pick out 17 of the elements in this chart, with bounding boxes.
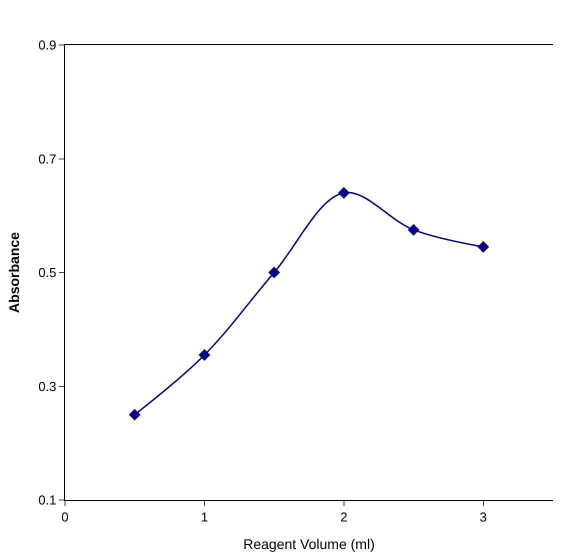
point <box>268 266 280 278</box>
y-tick-label: 0.7 <box>38 151 56 166</box>
point <box>198 349 210 361</box>
y-tick-label: 0.1 <box>38 492 56 508</box>
y-tick-label: 0.9 <box>38 38 56 53</box>
point <box>477 241 490 253</box>
x-tick-label: 0 <box>61 510 69 525</box>
x-tick-label: 3 <box>480 510 487 525</box>
x-tick-label: 2 <box>340 510 348 525</box>
y-tick-label: 0.3 <box>38 378 56 394</box>
y-tick-label: 0.5 <box>38 265 56 280</box>
x-axis-title: Reagent Volume (ml) <box>243 536 375 552</box>
point <box>408 224 420 236</box>
y-axis-title: Absorbance <box>6 232 22 313</box>
x-tick-label: 1 <box>200 510 208 525</box>
point <box>128 408 141 421</box>
point <box>338 187 350 199</box>
